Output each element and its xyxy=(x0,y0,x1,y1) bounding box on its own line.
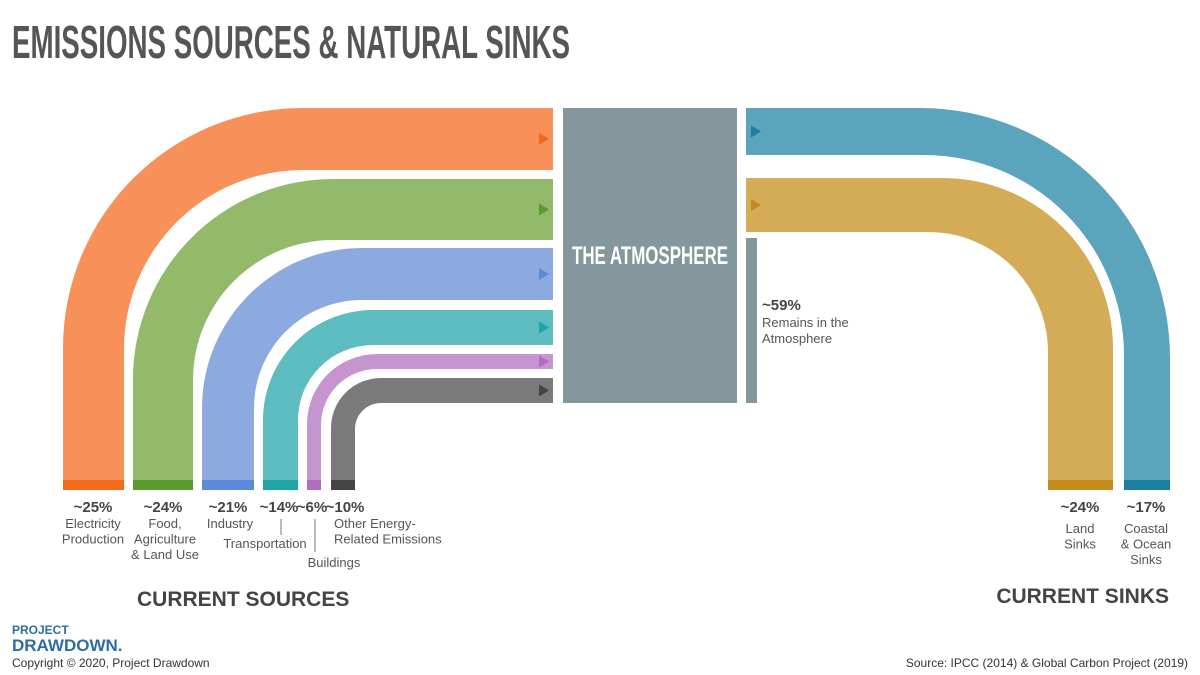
sink-label: & Ocean xyxy=(1121,537,1172,552)
sinks-heading: CURRENT SINKS xyxy=(996,585,1169,608)
source-base xyxy=(263,480,298,490)
remains-label: Remains in the xyxy=(762,315,849,330)
logo: PROJECT xyxy=(12,623,69,637)
source-base xyxy=(63,480,124,490)
flow-arrow xyxy=(539,268,549,280)
source-value: ~24% xyxy=(144,499,183,516)
source-label: Agriculture xyxy=(134,532,196,547)
source-label: Buildings xyxy=(308,555,361,570)
flow-arrow xyxy=(751,125,761,138)
sink-label: Coastal xyxy=(1124,521,1168,536)
source-value: ~10% xyxy=(326,499,365,516)
source-label: Food, xyxy=(148,516,181,531)
sink-base xyxy=(1124,480,1170,490)
source-base xyxy=(307,480,321,490)
source-value: ~25% xyxy=(74,499,113,516)
remains-value: ~59% xyxy=(762,297,801,314)
source-base xyxy=(202,480,254,490)
source-base xyxy=(133,480,193,490)
atmosphere-box xyxy=(563,108,737,403)
remains-bar xyxy=(746,238,757,403)
source-value: ~21% xyxy=(209,499,248,516)
sink-label: Land xyxy=(1066,521,1095,536)
source-value: ~6% xyxy=(297,499,327,516)
source-label: Electricity xyxy=(65,516,121,531)
flow-arrow xyxy=(539,321,549,334)
source-band xyxy=(263,310,553,480)
copyright: Copyright © 2020, Project Drawdown xyxy=(12,656,210,670)
flow-arrow xyxy=(539,203,549,216)
sink-label: Sinks xyxy=(1064,537,1096,552)
logo: DRAWDOWN. xyxy=(12,636,122,655)
flow-arrow xyxy=(539,133,549,145)
source-band xyxy=(307,354,553,480)
remains-label: Atmosphere xyxy=(762,331,832,346)
title: EMISSIONS SOURCES & NATURAL SINKS xyxy=(12,16,570,68)
source-label: Transportation xyxy=(223,536,306,551)
sink-band xyxy=(746,108,1170,480)
source-label: Industry xyxy=(207,516,254,531)
flow-arrow xyxy=(539,355,549,368)
source-band xyxy=(331,378,553,480)
source-band xyxy=(202,248,553,480)
sink-label: Sinks xyxy=(1130,552,1162,567)
sink-value: ~17% xyxy=(1127,499,1166,516)
sink-value: ~24% xyxy=(1061,499,1100,516)
source-label: Production xyxy=(62,532,124,547)
atmosphere-label: THE ATMOSPHERE xyxy=(572,242,728,270)
source-band xyxy=(63,108,553,480)
source-base xyxy=(331,480,355,490)
source-note: Source: IPCC (2014) & Global Carbon Proj… xyxy=(906,656,1188,670)
source-label: Other Energy- xyxy=(334,516,416,531)
source-band xyxy=(133,179,553,480)
sink-band xyxy=(746,178,1113,480)
source-label: & Land Use xyxy=(131,547,199,562)
source-value: ~14% xyxy=(260,499,299,516)
source-label: Related Emissions xyxy=(334,532,442,547)
flow-arrow xyxy=(539,384,549,397)
sink-base xyxy=(1048,480,1113,490)
flow-arrow xyxy=(751,199,761,211)
sources-heading: CURRENT SOURCES xyxy=(137,588,349,611)
